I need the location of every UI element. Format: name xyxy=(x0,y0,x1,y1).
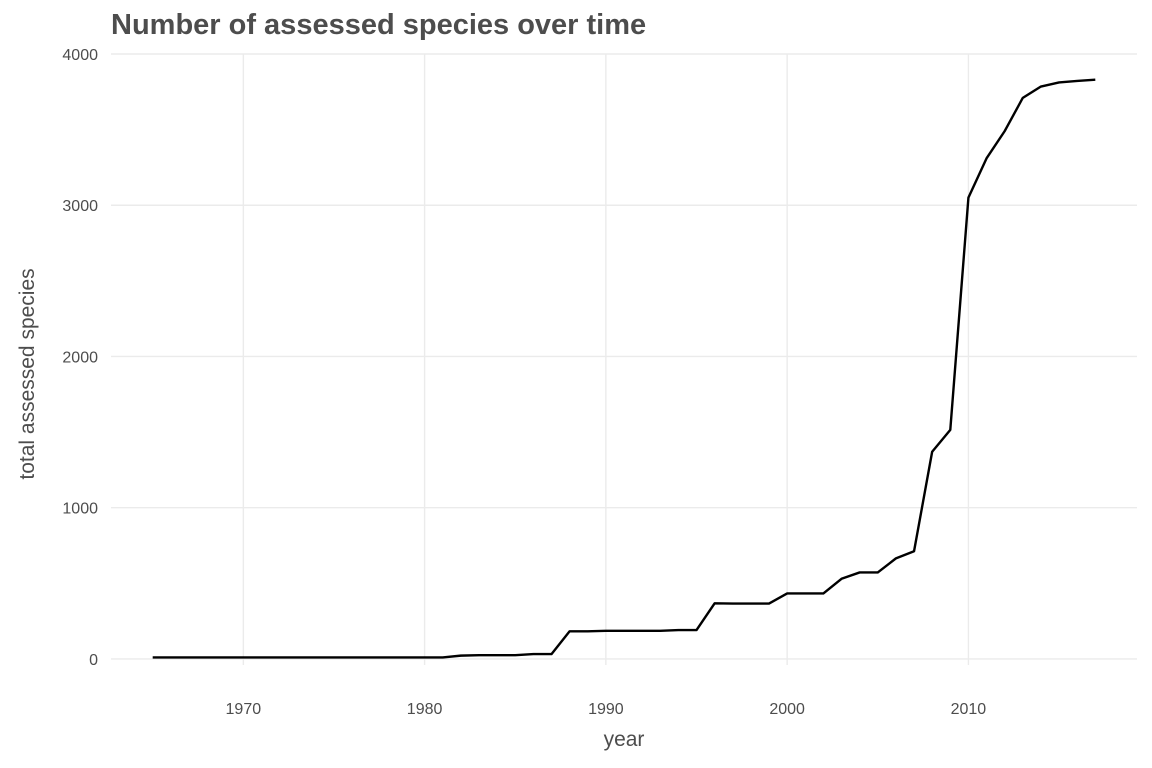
y-tick-label: 1000 xyxy=(62,501,98,518)
y-tick-label: 2000 xyxy=(62,349,98,366)
y-tick-labels: 0 1000 2000 3000 4000 xyxy=(62,47,98,669)
x-gridlines xyxy=(242,54,970,665)
y-tick-label: 4000 xyxy=(62,47,98,64)
series-line xyxy=(152,78,1096,659)
series-layer xyxy=(152,78,1096,659)
chart-title: Number of assessed species over time xyxy=(111,9,647,41)
y-gridlines xyxy=(111,53,1137,660)
x-tick-label: 1980 xyxy=(407,701,443,718)
x-tick-labels: 1970 1980 1990 2000 2010 xyxy=(226,701,987,718)
y-tick-label: 0 xyxy=(89,652,98,669)
x-tick-label: 1990 xyxy=(588,701,624,718)
x-tick-label: 2000 xyxy=(769,701,805,718)
y-tick-label: 3000 xyxy=(62,198,98,215)
x-axis-title: year xyxy=(604,728,645,751)
x-tick-label: 2010 xyxy=(951,701,987,718)
x-tick-label: 1970 xyxy=(226,701,262,718)
y-axis-title: total assessed species xyxy=(16,268,39,479)
